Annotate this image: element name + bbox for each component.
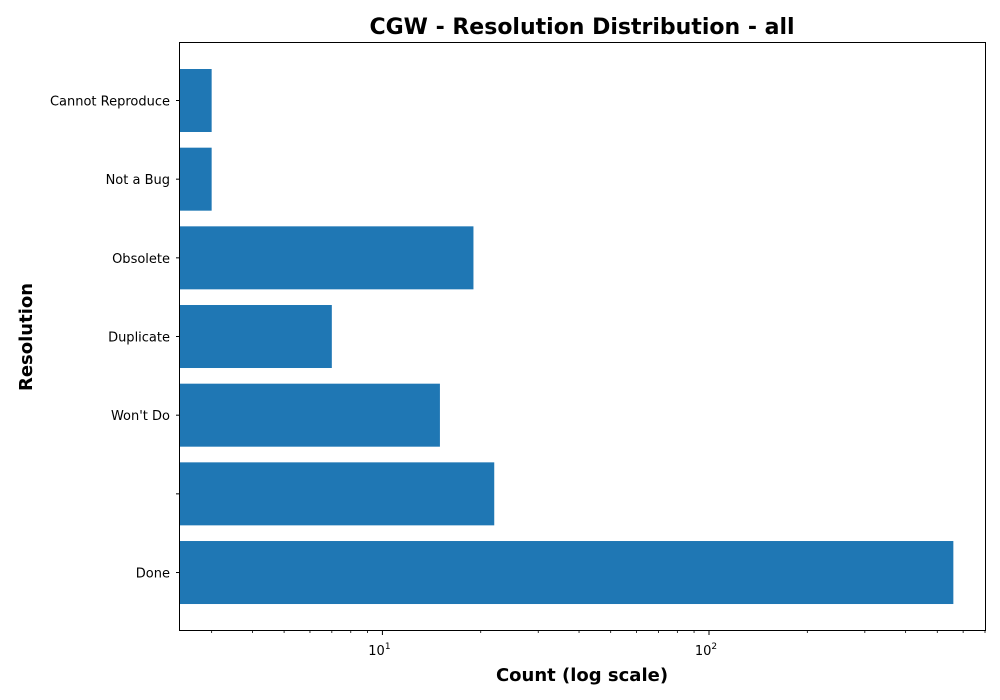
y-tick-label: Cannot Reproduce (50, 95, 170, 110)
bar (180, 541, 954, 605)
x-tick-label: 101 (368, 642, 390, 659)
x-axis-label: Count (log scale) (496, 665, 668, 686)
y-axis-ticks: Done Won't Do Duplicate Obsolete Not a Bug Ca… (50, 95, 180, 582)
plot-frame (179, 42, 986, 631)
y-tick-label: Won't Do (111, 409, 170, 424)
y-tick-label: Obsolete (112, 252, 170, 267)
bar (180, 226, 474, 290)
x-axis-ticks: 101 102 (211, 630, 986, 659)
chart-title: CGW - Resolution Distribution - all (369, 15, 794, 40)
bar (180, 69, 212, 132)
y-tick-label: Done (136, 567, 170, 582)
bar (180, 305, 332, 369)
bars-group (180, 69, 954, 605)
y-tick-label: Duplicate (108, 331, 170, 346)
bar (180, 383, 440, 447)
y-axis-label: Resolution (16, 283, 37, 391)
bar (180, 147, 212, 211)
x-tick-label: 102 (695, 642, 717, 659)
bar (180, 462, 495, 526)
y-tick-label: Not a Bug (106, 173, 170, 188)
